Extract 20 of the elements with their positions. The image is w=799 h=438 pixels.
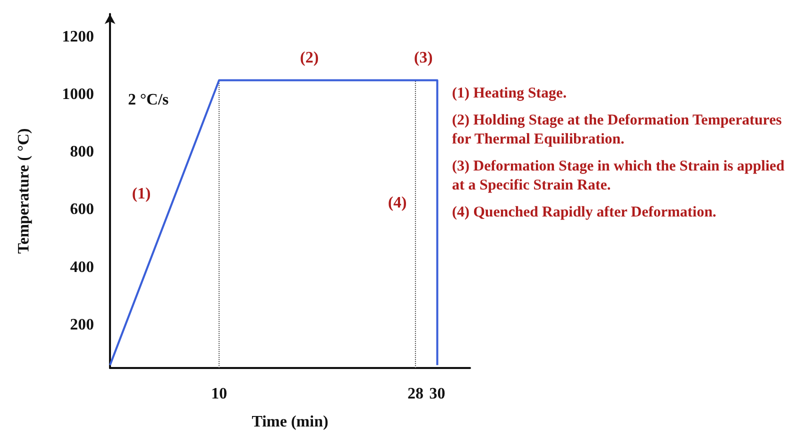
x-axis-title: Time (min): [252, 414, 328, 430]
annotation: (3) Deformation Stage in which the Strain is applied at a Specific Strain Rate.: [452, 158, 788, 194]
y-tick-label: 200: [70, 316, 94, 334]
annotation: (1): [132, 186, 151, 202]
x-tick-label: 10: [211, 386, 228, 402]
annotation: (2) Holding Stage at the Deformation Temperatures for Thermal Equilibration.: [452, 112, 786, 148]
y-tick-label: 400: [70, 258, 94, 276]
annotation: 2 °C/s: [128, 92, 169, 108]
x-tick-label: 30: [429, 386, 446, 402]
annotation: (1) Heating Stage.: [452, 86, 567, 102]
annotation: (3): [414, 50, 433, 66]
y-tick-label: 600: [70, 201, 94, 218]
y-axis-title: Temperature ( °C): [16, 128, 32, 254]
annotation: (2): [300, 50, 319, 66]
y-tick-label: 1200: [62, 28, 94, 46]
x-tick-label: 28: [407, 386, 424, 402]
y-tick-label: 1000: [62, 86, 94, 104]
annotation: (4) Quenched Rapidly after Deformation.: [452, 204, 717, 220]
y-tick-label: 800: [70, 144, 94, 161]
annotation: (4): [388, 194, 407, 212]
